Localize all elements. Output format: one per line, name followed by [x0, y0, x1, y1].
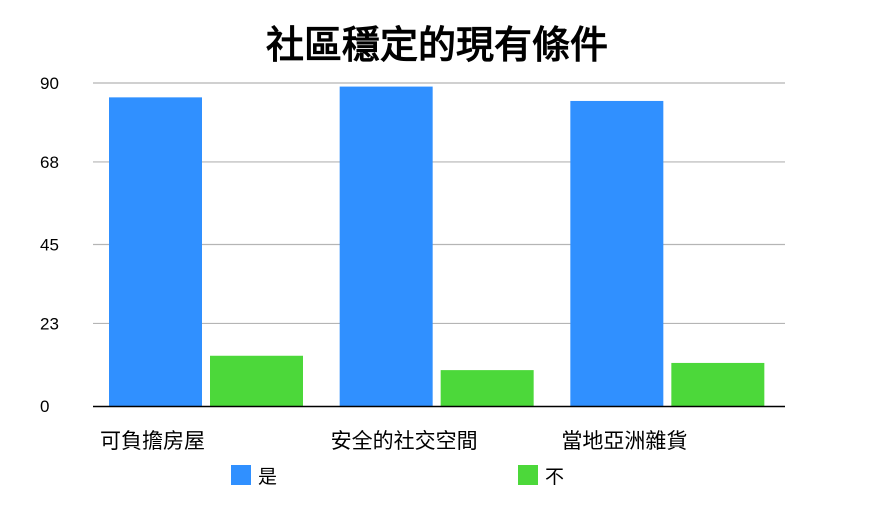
y-tick-label: 23: [40, 314, 59, 333]
y-tick-label: 90: [40, 74, 59, 93]
gridlines: [93, 82, 785, 325]
y-tick-label: 0: [40, 397, 49, 416]
bar-no: [210, 355, 303, 406]
y-axis-ticks: 0 23 45 68 90: [40, 74, 59, 416]
chart-title: 社區穩定的現有條件: [266, 22, 608, 67]
bar-yes: [570, 100, 664, 406]
bar-no: [671, 362, 765, 406]
category-label: 可負擔房屋: [100, 429, 205, 453]
y-tick-label: 45: [40, 236, 59, 255]
legend-swatch: [231, 465, 251, 485]
category-label: 當地亞洲雜貨: [561, 429, 687, 453]
legend-swatch: [518, 465, 538, 485]
bar-no: [440, 370, 534, 406]
bars: [109, 86, 765, 406]
legend-label: 是: [258, 466, 277, 488]
category-labels: 可負擔房屋 安全的社交空間 當地亞洲雜貨: [100, 429, 687, 453]
category-label: 安全的社交空間: [331, 429, 478, 453]
legend-label: 不: [545, 466, 564, 488]
bar-yes: [109, 97, 202, 406]
y-tick-label: 68: [40, 153, 59, 172]
legend: 是不: [231, 465, 564, 488]
bar-yes: [339, 86, 433, 406]
